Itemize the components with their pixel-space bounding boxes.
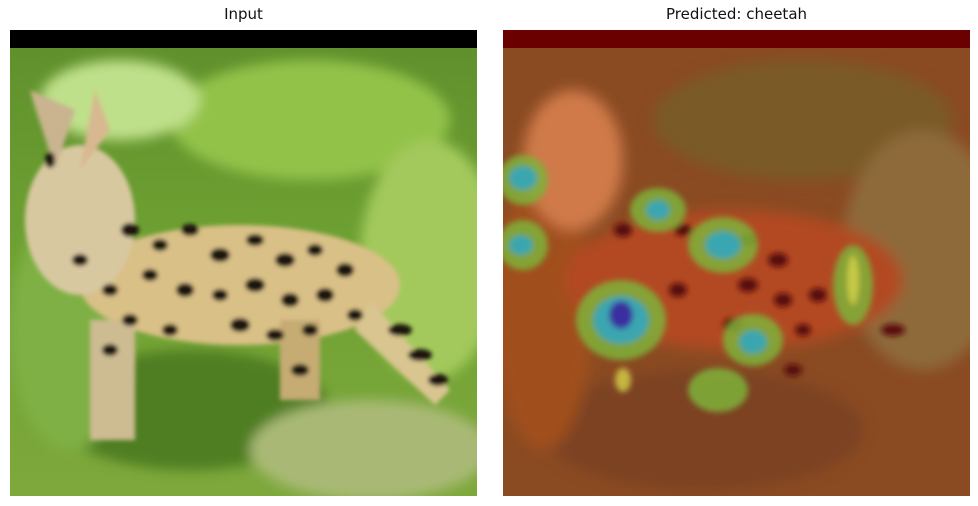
input-image [10, 30, 477, 496]
prediction-panel-title: Predicted: cheetah [665, 5, 808, 23]
input-panel-title: Input [224, 5, 263, 23]
heatmap-overlay-image [503, 30, 970, 496]
